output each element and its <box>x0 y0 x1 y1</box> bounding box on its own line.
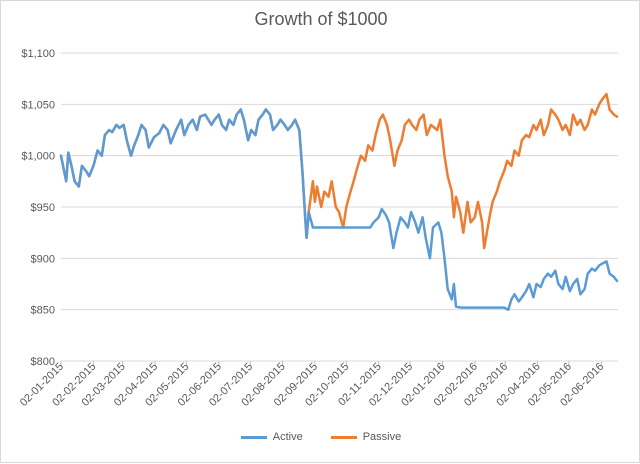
series-line-active <box>59 108 619 311</box>
chart-title: Growth of $1000 <box>254 9 388 29</box>
y-tick-label: $1,000 <box>21 151 55 163</box>
y-tick-label: $1,100 <box>21 48 55 60</box>
legend-swatch-passive <box>330 435 357 439</box>
y-tick-label: $800 <box>31 356 55 368</box>
legend-item-passive: Passive <box>330 431 402 443</box>
y-tick-label: $1,050 <box>21 99 55 111</box>
y-tick-label: $950 <box>31 202 55 214</box>
legend-label-passive: Passive <box>362 431 402 443</box>
series-line-passive <box>59 92 619 250</box>
y-tick-label: $850 <box>31 305 55 317</box>
legend-label-active: Active <box>272 431 303 443</box>
legend-swatch-active <box>240 435 267 439</box>
legend-item-active: Active <box>240 431 303 443</box>
chart-legend: Active Passive <box>1 431 640 443</box>
y-tick-label: $900 <box>31 253 55 265</box>
